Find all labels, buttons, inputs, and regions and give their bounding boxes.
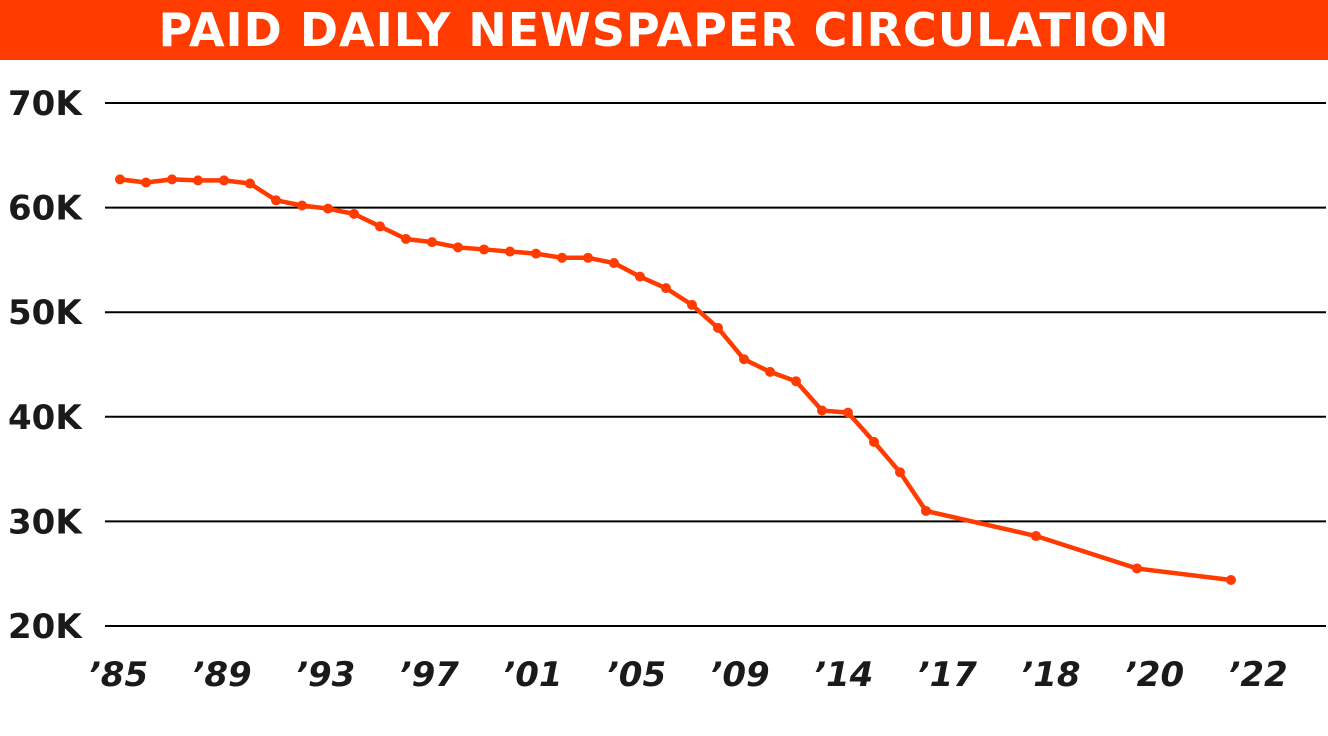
data-point bbox=[453, 242, 463, 253]
data-point bbox=[271, 195, 281, 206]
data-point bbox=[661, 283, 671, 294]
data-point bbox=[427, 237, 437, 248]
line-chart: 20K 30K 40K 50K 60K 70K ’85 ’89 ’93 ’97 ’01 ’05 ’09… bbox=[8, 84, 1326, 695]
data-point bbox=[219, 175, 229, 186]
series-line bbox=[117, 177, 1234, 583]
data-point bbox=[557, 252, 567, 263]
x-tick-label: ’01 bbox=[502, 655, 562, 695]
y-tick-label: 70K bbox=[8, 84, 83, 124]
grid-lines bbox=[105, 102, 1326, 627]
series-polyline bbox=[117, 177, 1234, 583]
x-tick-label: ’85 bbox=[88, 655, 148, 695]
x-tick-label: ’05 bbox=[606, 655, 666, 695]
data-point bbox=[167, 174, 177, 185]
x-tick-label: ’14 bbox=[813, 655, 873, 695]
data-point bbox=[401, 233, 411, 244]
y-tick-label: 30K bbox=[8, 502, 83, 542]
data-point bbox=[843, 407, 853, 418]
x-tick-label: ’22 bbox=[1227, 655, 1287, 695]
data-point bbox=[193, 175, 203, 186]
data-point bbox=[141, 177, 151, 188]
data-point bbox=[895, 467, 905, 478]
x-axis-ticks: ’85 ’89 ’93 ’97 ’01 ’05 ’09 ’14 ’17 ’18 ’20 ’22 bbox=[88, 655, 1288, 695]
data-point bbox=[869, 436, 879, 447]
data-point bbox=[921, 505, 931, 516]
x-tick-label: ’17 bbox=[917, 655, 978, 695]
x-tick-label: ’89 bbox=[191, 655, 251, 695]
y-tick-label: 20K bbox=[8, 607, 83, 647]
data-point bbox=[479, 244, 489, 255]
data-point bbox=[297, 200, 307, 211]
series-points bbox=[115, 174, 1236, 585]
y-tick-label: 60K bbox=[8, 189, 83, 229]
x-tick-label: ’93 bbox=[295, 655, 355, 695]
data-point bbox=[531, 248, 541, 259]
x-tick-label: ’18 bbox=[1020, 655, 1080, 695]
data-point bbox=[713, 322, 723, 333]
data-point bbox=[505, 246, 515, 257]
data-point bbox=[323, 203, 333, 214]
data-point bbox=[115, 174, 125, 185]
data-point bbox=[687, 299, 697, 310]
y-tick-label: 40K bbox=[8, 398, 83, 438]
x-tick-label: ’20 bbox=[1124, 655, 1184, 695]
data-point bbox=[817, 405, 827, 416]
data-point bbox=[791, 376, 801, 387]
data-point bbox=[583, 252, 593, 263]
data-point bbox=[635, 271, 645, 282]
data-point bbox=[609, 258, 619, 269]
x-tick-label: ’09 bbox=[709, 655, 769, 695]
y-tick-label: 50K bbox=[8, 293, 83, 333]
chart-title: PAID DAILY NEWSPAPER CIRCULATION bbox=[158, 3, 1170, 57]
y-axis-ticks: 20K 30K 40K 50K 60K 70K bbox=[8, 84, 83, 647]
data-point bbox=[739, 354, 749, 365]
x-tick-label: ’97 bbox=[399, 655, 460, 695]
chart-title-bar: PAID DAILY NEWSPAPER CIRCULATION bbox=[0, 0, 1328, 60]
data-point bbox=[1132, 563, 1142, 574]
data-point bbox=[349, 208, 359, 219]
data-point bbox=[1226, 574, 1236, 585]
data-point bbox=[245, 178, 255, 189]
data-point bbox=[765, 366, 775, 377]
data-point bbox=[375, 221, 385, 232]
data-point bbox=[1031, 531, 1041, 542]
